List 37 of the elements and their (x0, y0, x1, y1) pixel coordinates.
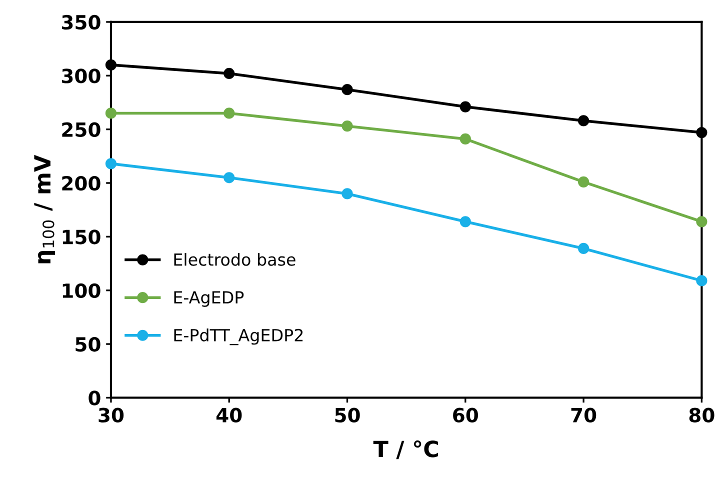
legend-label: Electrodo base (174, 252, 296, 266)
y-tick-label: 200 (62, 176, 100, 191)
point (460, 216, 471, 228)
x-tick-label: 50 (335, 408, 360, 422)
point (696, 216, 708, 228)
point (224, 68, 235, 80)
y-tick-label: 150 (62, 230, 100, 244)
x-tick-label: 80 (689, 408, 714, 422)
point (342, 120, 353, 132)
point (224, 172, 235, 184)
point (696, 275, 708, 286)
point (224, 108, 235, 119)
y-tick-label: 50 (76, 336, 100, 352)
point (578, 115, 590, 126)
y-tick-label: 350 (62, 14, 100, 30)
x-tick-label: 40 (216, 408, 242, 422)
point (105, 108, 117, 119)
point (578, 242, 590, 254)
x-tick-label: 60 (453, 408, 478, 422)
point (342, 188, 353, 200)
y-axis-title: η$_{100}$ / mV (34, 154, 56, 264)
x-tick-label: 70 (571, 408, 596, 422)
point (460, 101, 471, 112)
point (105, 59, 117, 70)
x-tick-label: 30 (98, 408, 124, 422)
point (578, 176, 590, 188)
y-tick-label: 100 (62, 283, 100, 298)
legend-label: E-PdTT_AgEDP2 (174, 328, 303, 346)
point (696, 126, 708, 138)
x-axis-title: T / °C (373, 440, 438, 460)
point (460, 133, 471, 145)
point (105, 158, 117, 170)
y-tick-label: 250 (62, 122, 100, 137)
y-tick-label: 300 (62, 68, 100, 84)
y-tick-label: 0 (88, 390, 100, 406)
point (342, 84, 353, 96)
legend-label: E-AgEDP (174, 291, 244, 307)
